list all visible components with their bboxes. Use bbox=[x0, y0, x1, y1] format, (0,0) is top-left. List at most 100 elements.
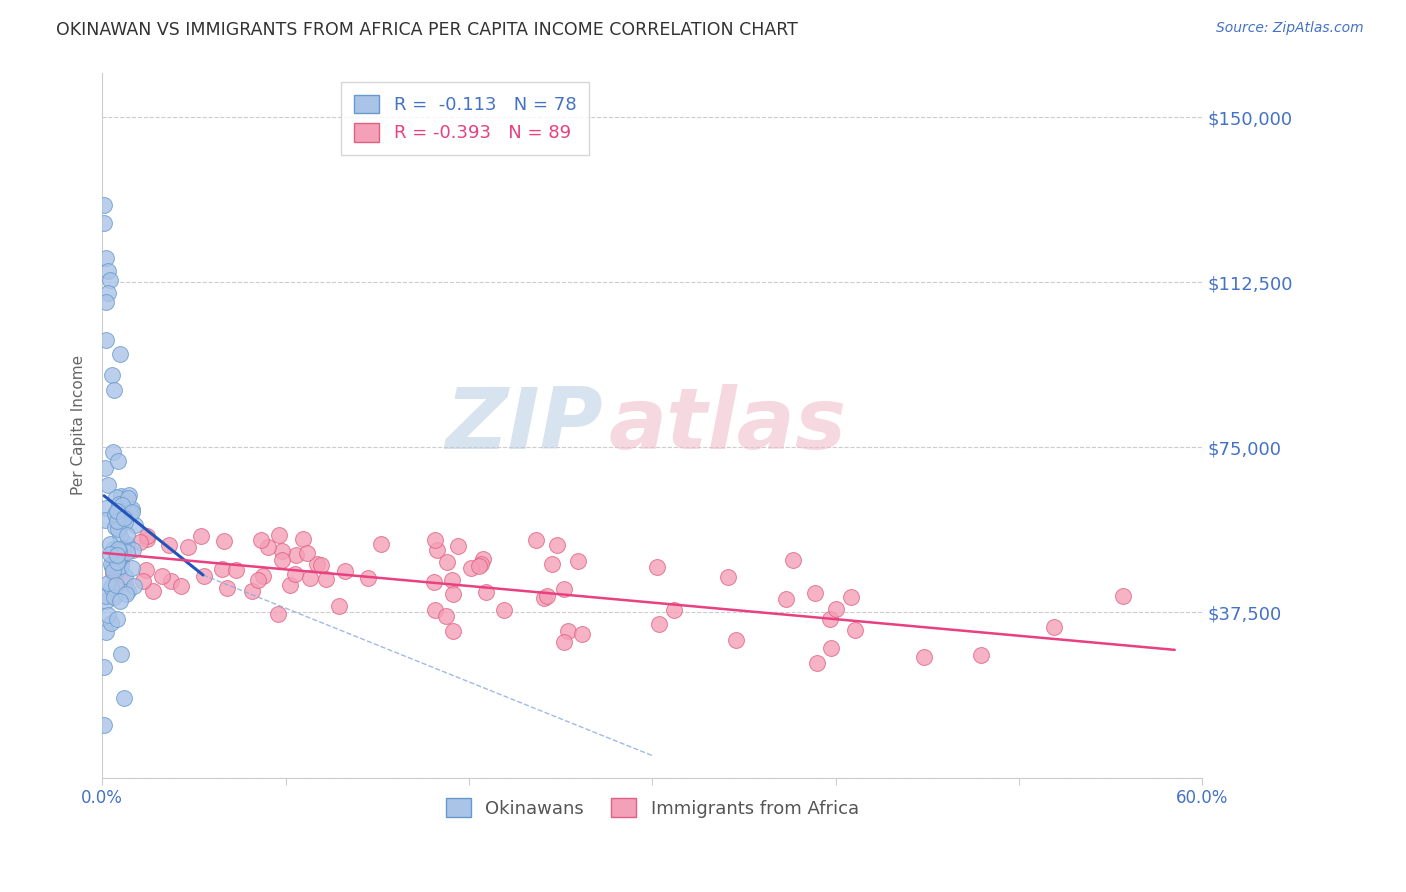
Point bbox=[426, 542, 449, 557]
Point bbox=[104, 520, 127, 534]
Point bbox=[269, 528, 291, 542]
Point bbox=[114, 575, 136, 590]
Point bbox=[101, 542, 124, 557]
Point bbox=[775, 591, 797, 606]
Point bbox=[441, 624, 464, 638]
Point bbox=[912, 649, 935, 664]
Point bbox=[122, 579, 145, 593]
Point bbox=[96, 334, 118, 348]
Point bbox=[135, 563, 157, 577]
Legend: Okinawans, Immigrants from Africa: Okinawans, Immigrants from Africa bbox=[439, 791, 866, 825]
Point bbox=[557, 624, 579, 639]
Point bbox=[93, 216, 115, 230]
Point bbox=[110, 647, 132, 661]
Point bbox=[107, 542, 129, 557]
Point bbox=[114, 568, 136, 582]
Point bbox=[97, 264, 120, 278]
Point bbox=[97, 286, 120, 301]
Point bbox=[536, 589, 558, 603]
Point bbox=[298, 571, 321, 585]
Point bbox=[105, 555, 128, 569]
Point bbox=[190, 529, 212, 543]
Point bbox=[101, 564, 124, 578]
Point bbox=[115, 537, 138, 551]
Point bbox=[122, 543, 145, 558]
Point bbox=[110, 552, 132, 566]
Point bbox=[1112, 589, 1135, 603]
Point bbox=[94, 461, 117, 475]
Point bbox=[101, 445, 124, 459]
Point bbox=[159, 574, 181, 589]
Point bbox=[105, 612, 128, 626]
Point bbox=[278, 578, 301, 592]
Point bbox=[447, 539, 470, 553]
Point bbox=[112, 691, 135, 706]
Point bbox=[107, 560, 129, 574]
Point bbox=[112, 510, 135, 524]
Point bbox=[108, 529, 131, 543]
Text: atlas: atlas bbox=[609, 384, 846, 467]
Point bbox=[110, 558, 132, 573]
Point bbox=[135, 529, 157, 543]
Point bbox=[546, 538, 568, 552]
Point bbox=[136, 532, 159, 546]
Point bbox=[105, 548, 128, 562]
Point bbox=[104, 507, 127, 521]
Text: ZIP: ZIP bbox=[446, 384, 603, 467]
Point bbox=[103, 383, 125, 397]
Point bbox=[94, 251, 117, 265]
Point bbox=[333, 564, 356, 578]
Point bbox=[423, 603, 446, 617]
Point bbox=[553, 582, 575, 596]
Point bbox=[252, 568, 274, 582]
Point bbox=[806, 656, 828, 670]
Point bbox=[97, 607, 120, 622]
Point bbox=[103, 590, 125, 604]
Point bbox=[423, 533, 446, 548]
Point bbox=[423, 574, 446, 589]
Point bbox=[110, 593, 132, 607]
Point bbox=[193, 569, 215, 583]
Point bbox=[284, 566, 307, 581]
Point bbox=[105, 564, 128, 578]
Point bbox=[225, 563, 247, 577]
Point bbox=[541, 557, 564, 571]
Point bbox=[533, 591, 555, 605]
Point bbox=[240, 583, 263, 598]
Point bbox=[782, 553, 804, 567]
Point bbox=[108, 543, 131, 558]
Point bbox=[475, 584, 498, 599]
Point bbox=[820, 640, 842, 655]
Point bbox=[117, 545, 139, 559]
Point bbox=[117, 491, 139, 505]
Point bbox=[270, 553, 292, 567]
Point bbox=[111, 541, 134, 555]
Point bbox=[328, 599, 350, 614]
Point bbox=[114, 509, 136, 524]
Point bbox=[305, 558, 328, 572]
Point bbox=[818, 612, 841, 626]
Point bbox=[176, 540, 198, 554]
Point bbox=[93, 660, 115, 674]
Point bbox=[96, 589, 118, 603]
Point bbox=[567, 554, 589, 568]
Text: Source: ZipAtlas.com: Source: ZipAtlas.com bbox=[1216, 21, 1364, 36]
Point bbox=[94, 501, 117, 516]
Point bbox=[824, 602, 846, 616]
Point bbox=[100, 368, 122, 383]
Point bbox=[648, 616, 671, 631]
Point bbox=[107, 516, 129, 531]
Y-axis label: Per Capita Income: Per Capita Income bbox=[72, 355, 86, 495]
Point bbox=[494, 603, 516, 617]
Point bbox=[1042, 620, 1064, 634]
Point bbox=[110, 489, 132, 503]
Point bbox=[460, 561, 482, 575]
Point bbox=[98, 273, 121, 287]
Point bbox=[436, 609, 458, 624]
Point bbox=[110, 549, 132, 563]
Point bbox=[121, 501, 143, 516]
Point bbox=[94, 513, 117, 527]
Point bbox=[111, 498, 134, 512]
Point bbox=[526, 533, 548, 548]
Point bbox=[440, 573, 463, 587]
